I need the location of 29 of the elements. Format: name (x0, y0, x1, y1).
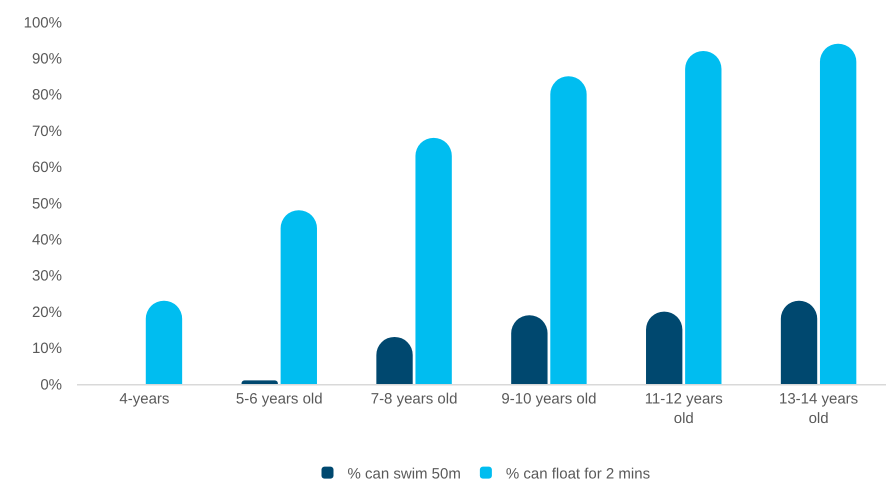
legend-label: % can float for 2 mins (506, 466, 650, 482)
x-tick-label: 5-6 years old (236, 390, 323, 408)
bar (280, 210, 317, 384)
x-tick-label: 9-10 years old (501, 390, 596, 408)
bar (550, 76, 587, 384)
bar (511, 315, 548, 384)
y-tick-label: 40% (32, 231, 62, 248)
y-tick-label: 70% (32, 122, 62, 140)
y-tick-label: 60% (32, 159, 62, 176)
x-tick-label: 13-14 years old (778, 390, 858, 427)
bar (780, 300, 818, 384)
bar (646, 312, 682, 384)
bar (146, 300, 182, 384)
y-tick-label: 50% (32, 195, 62, 212)
bar (685, 50, 722, 384)
x-tick-label: 11-12 years old (644, 390, 723, 427)
y-tick-label: 10% (32, 340, 62, 358)
x-tick-label: 7-8 years old (370, 390, 458, 408)
y-tick-label: 20% (32, 304, 62, 321)
y-tick-label: 90% (32, 50, 62, 68)
x-tick-label: 4-years (119, 390, 170, 408)
bar (415, 138, 452, 384)
bar (242, 380, 278, 384)
bar (820, 44, 856, 384)
y-tick-label: 80% (32, 86, 62, 104)
legend-label: % can swim 50m (348, 466, 461, 482)
y-tick-label: 0% (40, 376, 62, 394)
y-tick-label: 100% (24, 14, 62, 32)
y-tick-label: 30% (32, 268, 62, 285)
